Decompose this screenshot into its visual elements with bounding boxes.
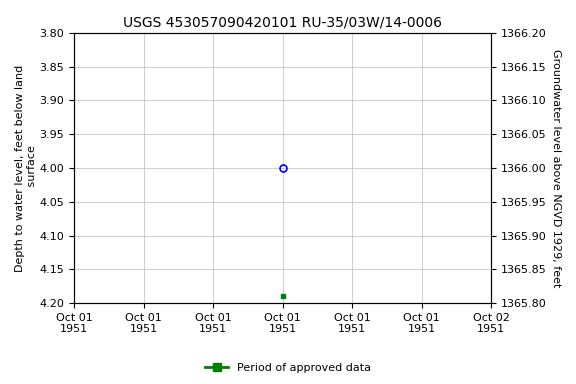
Title: USGS 453057090420101 RU-35/03W/14-0006: USGS 453057090420101 RU-35/03W/14-0006 bbox=[123, 15, 442, 29]
Y-axis label: Depth to water level, feet below land
 surface: Depth to water level, feet below land su… bbox=[15, 65, 37, 271]
Legend: Period of approved data: Period of approved data bbox=[201, 359, 375, 378]
Y-axis label: Groundwater level above NGVD 1929, feet: Groundwater level above NGVD 1929, feet bbox=[551, 49, 561, 287]
